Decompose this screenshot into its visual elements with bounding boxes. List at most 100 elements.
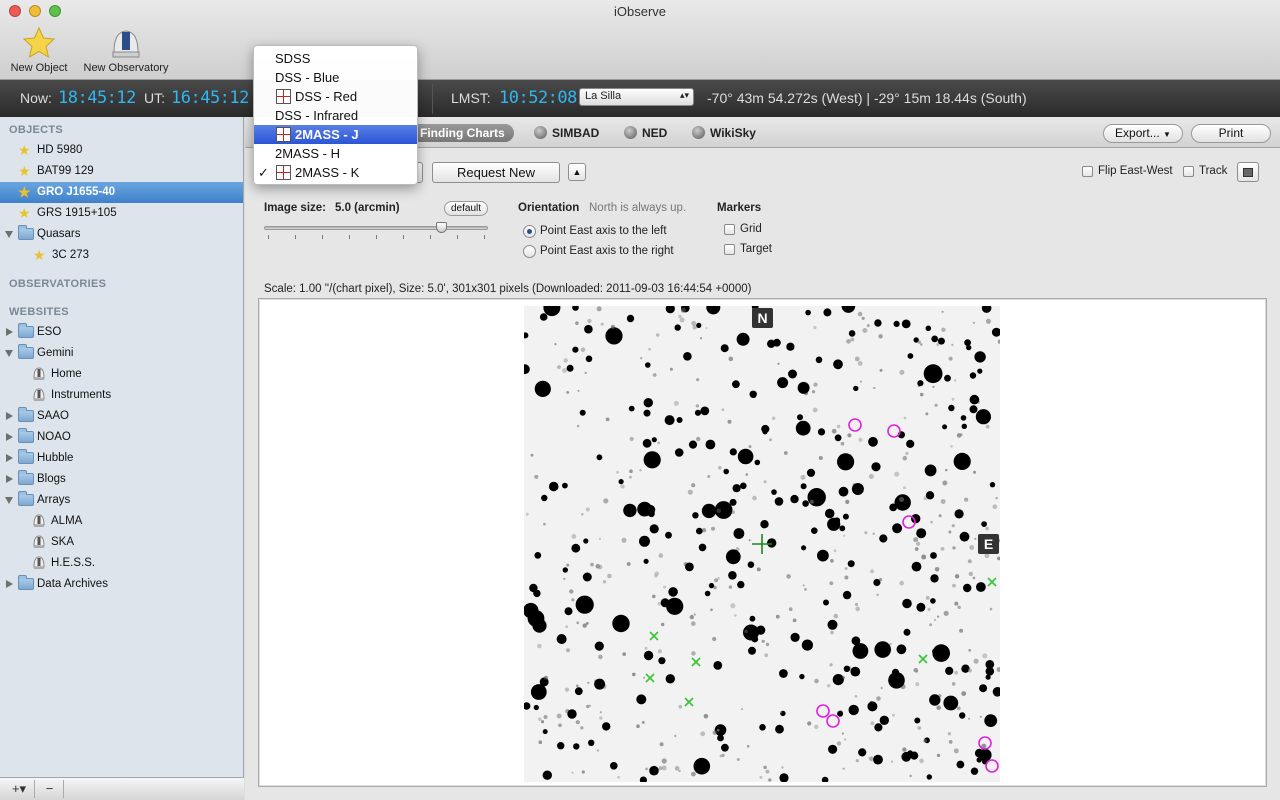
star-point: [858, 748, 867, 757]
sidebar-item-object[interactable]: ★ HD 5980: [0, 140, 243, 161]
star-point: [689, 614, 694, 620]
star-point: [974, 537, 977, 540]
sidebar-folder-eso[interactable]: ESO: [0, 322, 243, 343]
star-point: [626, 314, 635, 323]
image-size-slider[interactable]: [264, 222, 488, 240]
sidebar-item-website[interactable]: SKA: [0, 532, 243, 553]
star-icon: ★: [18, 184, 31, 200]
zoom-window-button[interactable]: [49, 5, 61, 17]
star-point: [576, 424, 580, 428]
star-point: [899, 497, 905, 502]
star-point: [644, 646, 648, 650]
sidebar-folder-noao[interactable]: NOAO: [0, 427, 243, 448]
star-point: [678, 314, 682, 319]
window-toggle-button[interactable]: [1237, 162, 1259, 182]
sidebar-item-website[interactable]: ALMA: [0, 511, 243, 532]
disclosure-closed-icon[interactable]: [6, 475, 13, 483]
minimize-window-button[interactable]: [29, 5, 41, 17]
disclosure-closed-icon[interactable]: [6, 433, 13, 441]
star-point: [913, 537, 919, 543]
disclosure-closed-icon[interactable]: [6, 454, 13, 462]
new-observatory-button[interactable]: New Observatory: [78, 26, 174, 74]
east-indicator: E: [978, 534, 999, 554]
tab-simbad[interactable]: SIMBAD: [534, 124, 599, 142]
ut-label: UT:: [144, 90, 165, 106]
target-checkbox[interactable]: [724, 244, 735, 255]
remove-item-button[interactable]: −: [36, 780, 64, 798]
star-point: [790, 494, 799, 504]
star-point: [903, 628, 911, 636]
star-point: [956, 760, 965, 769]
sidebar-folder-hubble[interactable]: Hubble: [0, 448, 243, 469]
menu-item-2mass-h[interactable]: 2MASS - H: [254, 144, 417, 163]
flip-east-west-checkbox[interactable]: [1082, 166, 1093, 177]
sidebar-item-object[interactable]: ★ GRS 1915+105: [0, 203, 243, 224]
sidebar-folder-data-archives[interactable]: Data Archives: [0, 574, 243, 595]
star-point: [696, 322, 702, 328]
star-point: [548, 481, 559, 492]
add-item-button[interactable]: +▾: [4, 780, 35, 798]
menu-item-2mass-j[interactable]: 2MASS - J: [254, 125, 417, 144]
disclosure-closed-icon[interactable]: [6, 412, 13, 420]
slider-thumb[interactable]: [435, 222, 447, 233]
new-object-button[interactable]: New Object: [6, 26, 72, 74]
sidebar-item-website[interactable]: Home: [0, 364, 243, 385]
sidebar-folder-blogs[interactable]: Blogs: [0, 469, 243, 490]
disclosure-open-icon[interactable]: [5, 350, 13, 357]
sidebar-item-object[interactable]: ★ BAT99 129: [0, 161, 243, 182]
marker-circle: [978, 736, 992, 750]
star-point: [576, 621, 580, 625]
star-point: [727, 419, 732, 424]
sidebar-item-website[interactable]: Instruments: [0, 385, 243, 406]
tab-finding-charts[interactable]: Finding Charts: [411, 124, 514, 142]
request-new-button[interactable]: Request New: [432, 162, 560, 183]
stepper-up-button[interactable]: ▲: [568, 163, 586, 181]
sidebar-folder-quasars[interactable]: Quasars: [0, 224, 243, 245]
site-select[interactable]: La Silla ▴▾: [579, 88, 694, 106]
point-east-right-radio[interactable]: [523, 245, 536, 258]
disclosure-open-icon[interactable]: [5, 231, 13, 238]
grid-checkbox[interactable]: [724, 224, 735, 235]
menu-item-dss-infrared[interactable]: DSS - Infrared: [254, 106, 417, 125]
tab-wikisky[interactable]: WikiSky: [692, 124, 756, 142]
star-point: [991, 327, 1000, 337]
sidebar-item-object[interactable]: ★ 3C 273: [0, 245, 243, 266]
menu-item-sdss[interactable]: SDSS: [254, 49, 417, 68]
menu-item-dss-blue[interactable]: DSS - Blue: [254, 68, 417, 87]
chart-cached-icon: [276, 127, 291, 142]
sidebar-folder-gemini[interactable]: Gemini: [0, 343, 243, 364]
star-point: [959, 531, 970, 542]
star-point: [716, 508, 721, 514]
disclosure-open-icon[interactable]: [5, 497, 13, 504]
track-checkbox[interactable]: [1183, 166, 1194, 177]
default-size-button[interactable]: default: [444, 201, 488, 216]
star-point: [957, 605, 961, 609]
sidebar-folder-arrays[interactable]: Arrays: [0, 490, 243, 511]
menu-item-dss-red[interactable]: DSS - Red: [254, 87, 417, 106]
point-east-left-radio[interactable]: [523, 225, 536, 238]
marker-circle: [902, 515, 916, 529]
export-button[interactable]: Export... ▼: [1103, 124, 1183, 143]
sidebar-folder-saao[interactable]: SAAO: [0, 406, 243, 427]
tab-ned[interactable]: NED: [624, 124, 667, 142]
star-point: [575, 321, 579, 325]
star-point: [868, 436, 878, 447]
disclosure-closed-icon[interactable]: [6, 580, 13, 588]
star-point: [659, 742, 664, 747]
finding-chart-image[interactable]: N E: [524, 306, 1000, 782]
star-point: [828, 624, 835, 630]
star-point: [973, 658, 979, 664]
menu-item-2mass-k[interactable]: ✓ 2MASS - K: [254, 163, 417, 182]
close-window-button[interactable]: [9, 5, 21, 17]
star-point: [584, 324, 593, 334]
disclosure-closed-icon[interactable]: [6, 328, 13, 336]
star-point: [660, 598, 670, 608]
star-point: [598, 654, 603, 660]
star-point: [602, 580, 607, 584]
point-east-left-label: Point East axis to the left: [540, 225, 667, 237]
star-point: [833, 613, 839, 619]
print-button[interactable]: Print: [1191, 124, 1271, 143]
sidebar-item-object-selected[interactable]: ★ GRO J1655-40: [0, 182, 243, 203]
marker-cross: [684, 697, 694, 707]
sidebar-item-website[interactable]: H.E.S.S.: [0, 553, 243, 574]
